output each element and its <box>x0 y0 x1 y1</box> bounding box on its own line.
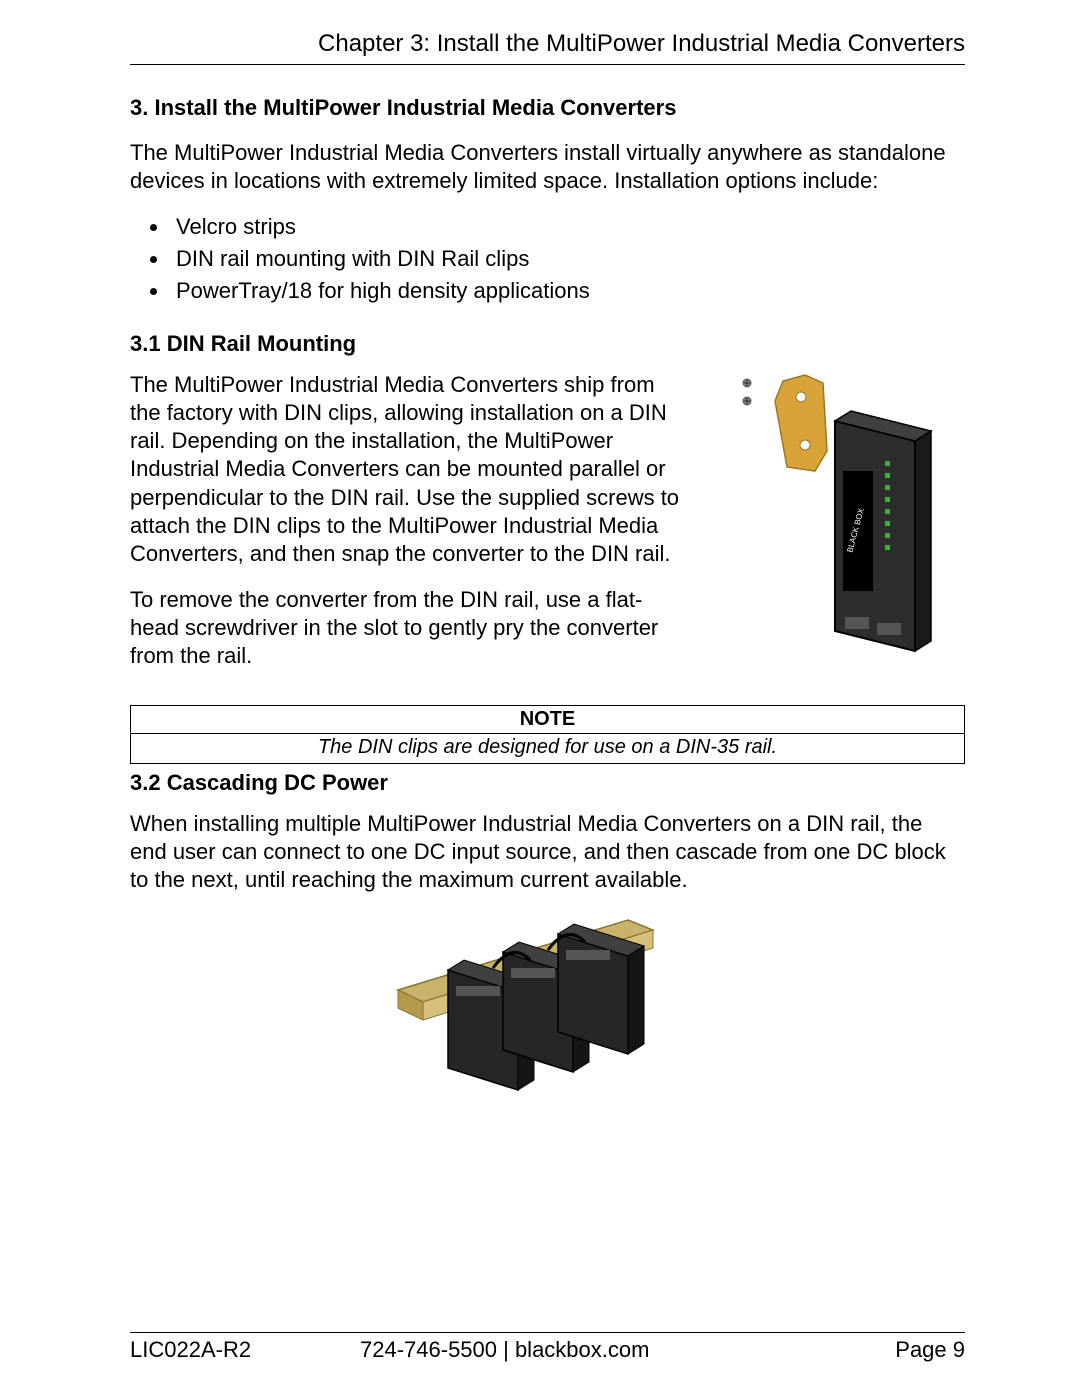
install-option-item: DIN rail mounting with DIN Rail clips <box>170 243 965 275</box>
install-option-item: Velcro strips <box>170 211 965 243</box>
footer-page-number: Page 9 <box>895 1337 965 1363</box>
section-3-intro: The MultiPower Industrial Media Converte… <box>130 139 965 195</box>
din-rail-section: The MultiPower Industrial Media Converte… <box>130 371 965 681</box>
footer-doc-id: LIC022A-R2 <box>130 1337 360 1363</box>
note-body: The DIN clips are designed for use on a … <box>131 734 964 763</box>
note-header: NOTE <box>131 706 964 734</box>
din-para-2: To remove the converter from the DIN rai… <box>130 586 690 670</box>
section-3-1-title: 3.1 DIN Rail Mounting <box>130 331 965 357</box>
section-3-2-title: 3.2 Cascading DC Power <box>130 770 965 796</box>
section-3-title: 3. Install the MultiPower Industrial Med… <box>130 95 965 121</box>
page-footer: LIC022A-R2 724-746-5500 | blackbox.com P… <box>130 1332 965 1363</box>
din-para-1: The MultiPower Industrial Media Converte… <box>130 371 690 568</box>
footer-contact: 724-746-5500 | blackbox.com <box>360 1337 895 1363</box>
install-option-item: PowerTray/18 for high density applicatio… <box>170 275 965 307</box>
cascade-para: When installing multiple MultiPower Indu… <box>130 810 965 894</box>
install-options-list: Velcro strips DIN rail mounting with DIN… <box>170 211 965 307</box>
document-page: Chapter 3: Install the MultiPower Indust… <box>0 0 1080 1397</box>
cascade-figure <box>388 910 708 1130</box>
note-box: NOTE The DIN clips are designed for use … <box>130 705 965 764</box>
din-clip-device-figure: BLACK BOX <box>715 361 965 661</box>
chapter-header: Chapter 3: Install the MultiPower Indust… <box>130 30 965 65</box>
